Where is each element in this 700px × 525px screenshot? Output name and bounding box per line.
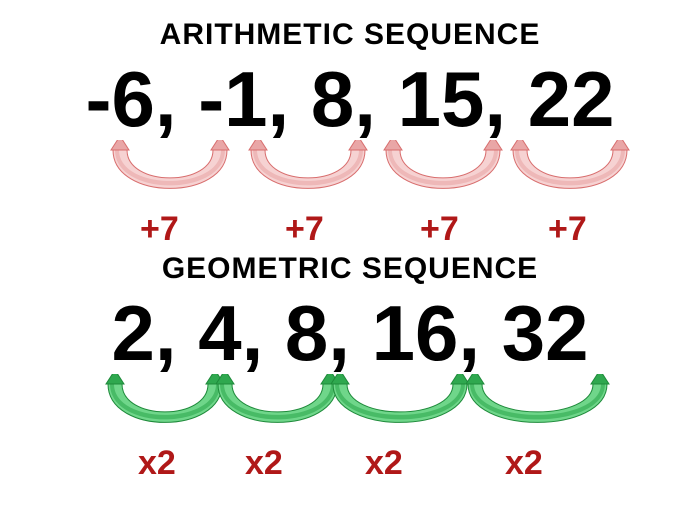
- arithmetic-title: ARITHMETIC SEQUENCE: [0, 18, 700, 52]
- arithmetic-op-label: +7: [548, 210, 587, 249]
- geometric-sequence: 2, 4, 8, 16, 32: [0, 288, 700, 379]
- geometric-arrows: [0, 374, 700, 466]
- arithmetic-op-label: +7: [140, 210, 179, 249]
- arithmetic-op-label: +7: [285, 210, 324, 249]
- geometric-op-label: x2: [138, 444, 176, 483]
- geometric-title: GEOMETRIC SEQUENCE: [0, 252, 700, 286]
- arithmetic-sequence: -6, -1, 8, 15, 22: [0, 54, 700, 145]
- geometric-op-label: x2: [245, 444, 283, 483]
- geometric-op-label: x2: [365, 444, 403, 483]
- geometric-op-label: x2: [505, 444, 543, 483]
- arithmetic-op-label: +7: [420, 210, 459, 249]
- arithmetic-arrows: [0, 140, 700, 232]
